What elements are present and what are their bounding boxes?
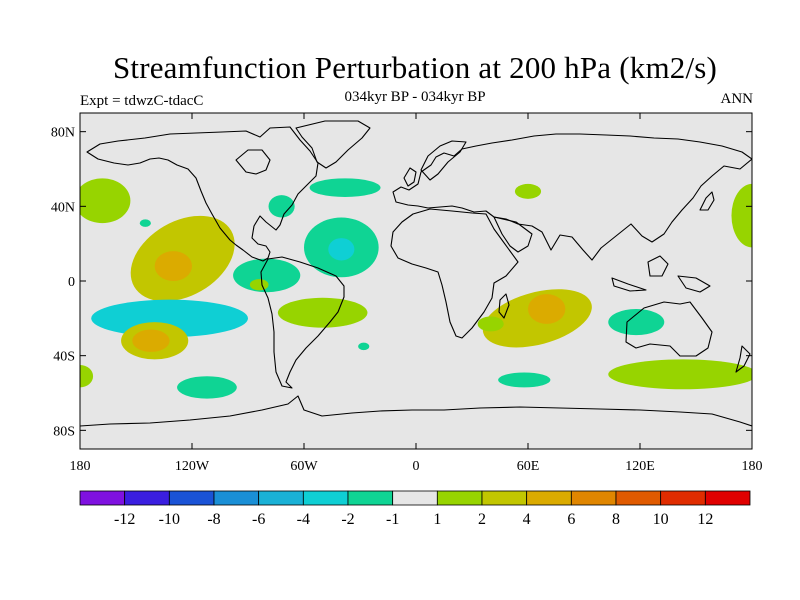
coast-indonesia [611, 277, 647, 292]
colorbar-label: 6 [567, 511, 575, 528]
coast-japan [699, 191, 715, 211]
coast-arabia [493, 216, 533, 253]
coast-hudson-bay [235, 149, 271, 175]
anomaly-region-23 [731, 183, 752, 248]
x-tick-label: 120E [625, 459, 655, 474]
anomaly-region-18 [528, 294, 566, 324]
x-tick-label: 60E [517, 459, 540, 474]
colorbar-label: -2 [341, 511, 354, 528]
anomaly-region-22 [608, 359, 752, 390]
colorbar: -12 -10 -8 -6 -4 -2 -1 1 2 4 6 8 10 12 [79, 490, 751, 528]
anomaly-region-8 [249, 279, 269, 291]
anomaly-region-4 [132, 329, 170, 352]
anomaly-region-13 [277, 297, 368, 328]
colorbar-swatch-3 [213, 490, 260, 506]
chart-title: Streamfunction Perturbation at 200 hPa (… [112, 50, 718, 85]
x-tick-label: 180 [742, 459, 763, 474]
x-tick-label: 0 [413, 459, 420, 474]
anomaly-region-14 [358, 342, 370, 351]
season-label: ANN [720, 91, 754, 107]
anomaly-region-16 [514, 183, 542, 199]
anomaly-fill-layer [80, 178, 752, 399]
y-tick-label: 40N [51, 200, 75, 215]
coast-greenland [295, 120, 371, 169]
anomaly-region-15 [177, 376, 237, 399]
coast-new-guinea [677, 275, 711, 293]
y-tick-label: 80N [51, 126, 75, 141]
anomaly-region-19 [477, 316, 504, 332]
colorbar-swatch-11 [570, 490, 617, 506]
coast-antarctica [80, 395, 752, 427]
anomaly-region-9 [268, 195, 295, 218]
colorbar-swatch-4 [258, 490, 304, 506]
anomaly-region-21 [498, 372, 551, 388]
colorbar-swatch-5 [302, 490, 349, 506]
colorbar-label: -12 [114, 511, 135, 528]
colorbar-label: -6 [252, 511, 265, 528]
coast-africa [390, 208, 519, 339]
colorbar-label: 10 [653, 511, 669, 528]
coastlines [80, 120, 752, 427]
axes: 180 120W 60W 0 60E 120E 180 80N 40N 0 40S 80S [51, 113, 763, 474]
colorbar-swatch-6 [347, 490, 394, 506]
colorbar-label: -8 [207, 511, 220, 528]
anomaly-region-1 [154, 251, 192, 281]
experiment-label: Expt = tdwzC-tdacC [80, 93, 204, 109]
y-tick-label: 0 [68, 275, 75, 290]
colorbar-swatch-7 [392, 490, 438, 506]
x-tick-label: 60W [290, 459, 318, 474]
anomaly-region-6 [139, 219, 151, 227]
coast-madagascar [498, 293, 510, 319]
colorbar-swatch-10 [526, 490, 572, 506]
colorbar-swatch-1 [124, 490, 170, 506]
anomaly-region-7 [233, 258, 301, 293]
colorbar-swatch-13 [660, 490, 706, 506]
colorbar-label: 8 [612, 511, 620, 528]
colorbar-label: -4 [297, 511, 310, 528]
coast-scandinavia [420, 140, 467, 181]
colorbar-label: 1 [433, 511, 441, 528]
colorbar-label: 2 [478, 511, 486, 528]
colorbar-swatch-9 [481, 490, 528, 506]
coast-new-zealand [735, 345, 751, 373]
y-tick-label: 40S [53, 350, 75, 365]
colorbar-swatch-14 [704, 490, 751, 506]
anomaly-region-11 [328, 238, 355, 261]
colorbar-swatch-12 [615, 490, 662, 506]
coast-north-america [86, 126, 319, 262]
coast-australia [625, 301, 713, 357]
colorbar-label: -1 [386, 511, 399, 528]
anomaly-region-5 [80, 178, 131, 224]
colorbar-swatch-0 [79, 490, 126, 506]
colorbar-swatch-2 [168, 490, 215, 506]
coast-borneo [647, 255, 669, 277]
anomaly-region-20 [608, 309, 665, 336]
coast-south-america [260, 256, 345, 389]
colorbar-label: 12 [697, 511, 713, 528]
colorbar-label: -10 [159, 511, 180, 528]
coast-britain [403, 167, 417, 187]
x-tick-label: 120W [175, 459, 210, 474]
anomaly-region-12 [309, 178, 381, 198]
x-tick-label: 180 [70, 459, 91, 474]
chart-subtitle: 034kyr BP - 034kyr BP [344, 89, 486, 105]
colorbar-label: 4 [523, 511, 531, 528]
y-tick-label: 80S [53, 424, 75, 439]
anomaly-region-2 [91, 299, 248, 338]
colorbar-swatch-8 [436, 490, 483, 506]
anomaly-region-24 [80, 365, 94, 388]
